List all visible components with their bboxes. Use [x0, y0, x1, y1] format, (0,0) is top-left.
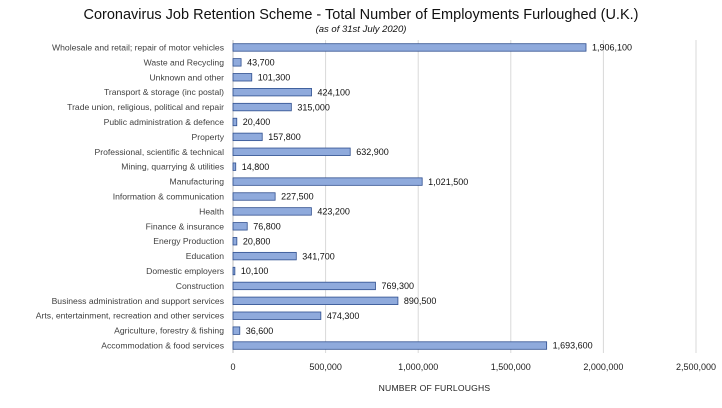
category-label: Professional, scientific & technical	[95, 147, 225, 157]
category-label: Domestic employers	[146, 266, 224, 276]
x-axis-title: NUMBER OF FURLOUGHS	[379, 383, 491, 393]
data-label: 769,300	[381, 281, 414, 291]
category-label: Business administration and support serv…	[52, 296, 224, 306]
chart-subtitle: (as of 31st July 2020)	[315, 24, 407, 35]
data-label: 76,800	[253, 222, 281, 232]
bar	[232, 177, 423, 186]
bar	[232, 222, 248, 231]
category-label: Public administration & defence	[104, 117, 225, 127]
bar	[232, 341, 548, 350]
data-label: 157,800	[268, 132, 301, 142]
x-tick-label: 1,000,000	[398, 362, 438, 372]
x-tick-label: 1,500,000	[491, 362, 531, 372]
data-label: 1,906,100	[592, 43, 632, 53]
data-label: 423,200	[317, 207, 350, 217]
data-label: 1,021,500	[428, 177, 468, 187]
data-label: 474,300	[327, 311, 360, 321]
x-tick-label: 500,000	[309, 362, 342, 372]
data-label: 43,700	[247, 58, 275, 68]
category-label: Mining, quarrying & utilities	[121, 162, 224, 172]
bar	[232, 326, 241, 335]
data-label: 36,600	[246, 326, 274, 336]
category-label: Agriculture, forestry & fishing	[114, 326, 224, 336]
bar	[232, 147, 351, 156]
bar	[232, 43, 587, 52]
bar	[232, 296, 399, 305]
data-label: 14,800	[242, 162, 270, 172]
data-label: 20,400	[243, 117, 271, 127]
category-label: Accommodation & food services	[101, 341, 224, 351]
bar	[232, 266, 236, 276]
bar	[232, 58, 242, 67]
data-label: 10,100	[241, 266, 269, 276]
category-label: Education	[186, 251, 224, 261]
category-label: Property	[192, 132, 225, 142]
bar	[232, 88, 312, 97]
category-label: Unknown and other	[149, 72, 224, 82]
data-label: 20,800	[243, 236, 271, 246]
bar	[232, 162, 237, 171]
category-label: Trade union, religious, political and re…	[67, 102, 224, 112]
data-label: 632,900	[356, 147, 389, 157]
bar	[232, 237, 238, 246]
data-label: 315,000	[297, 102, 330, 112]
data-label: 424,100	[318, 87, 351, 97]
data-label: 341,700	[302, 251, 335, 261]
bar	[232, 117, 238, 127]
category-label: Finance & insurance	[146, 221, 225, 231]
bar	[232, 132, 263, 142]
data-label: 1,693,600	[553, 341, 593, 351]
bar	[232, 207, 312, 216]
bar	[232, 311, 322, 320]
category-label: Information & communication	[113, 192, 225, 202]
data-label: 101,300	[258, 72, 291, 82]
x-tick-label: 2,000,000	[583, 362, 623, 372]
category-label: Health	[199, 206, 224, 216]
category-label: Energy Production	[153, 236, 224, 246]
x-tick-label: 0	[230, 362, 235, 372]
data-label: 890,500	[404, 296, 437, 306]
category-label: Construction	[176, 281, 224, 291]
category-label: Arts, entertainment, recreation and othe…	[36, 311, 224, 321]
category-label: Transport & storage (inc postal)	[104, 87, 224, 97]
data-label: 227,500	[281, 192, 314, 202]
chart-title: Coronavirus Job Retention Scheme - Total…	[83, 7, 639, 23]
x-tick-label: 2,500,000	[676, 362, 716, 372]
bar	[232, 73, 253, 82]
bar	[232, 251, 297, 261]
category-label: Waste and Recycling	[144, 57, 225, 67]
bar	[232, 102, 292, 112]
bar	[232, 281, 376, 291]
category-label: Wholesale and retail; repair of motor ve…	[52, 42, 224, 52]
bar	[232, 192, 276, 201]
category-label: Manufacturing	[170, 177, 225, 187]
